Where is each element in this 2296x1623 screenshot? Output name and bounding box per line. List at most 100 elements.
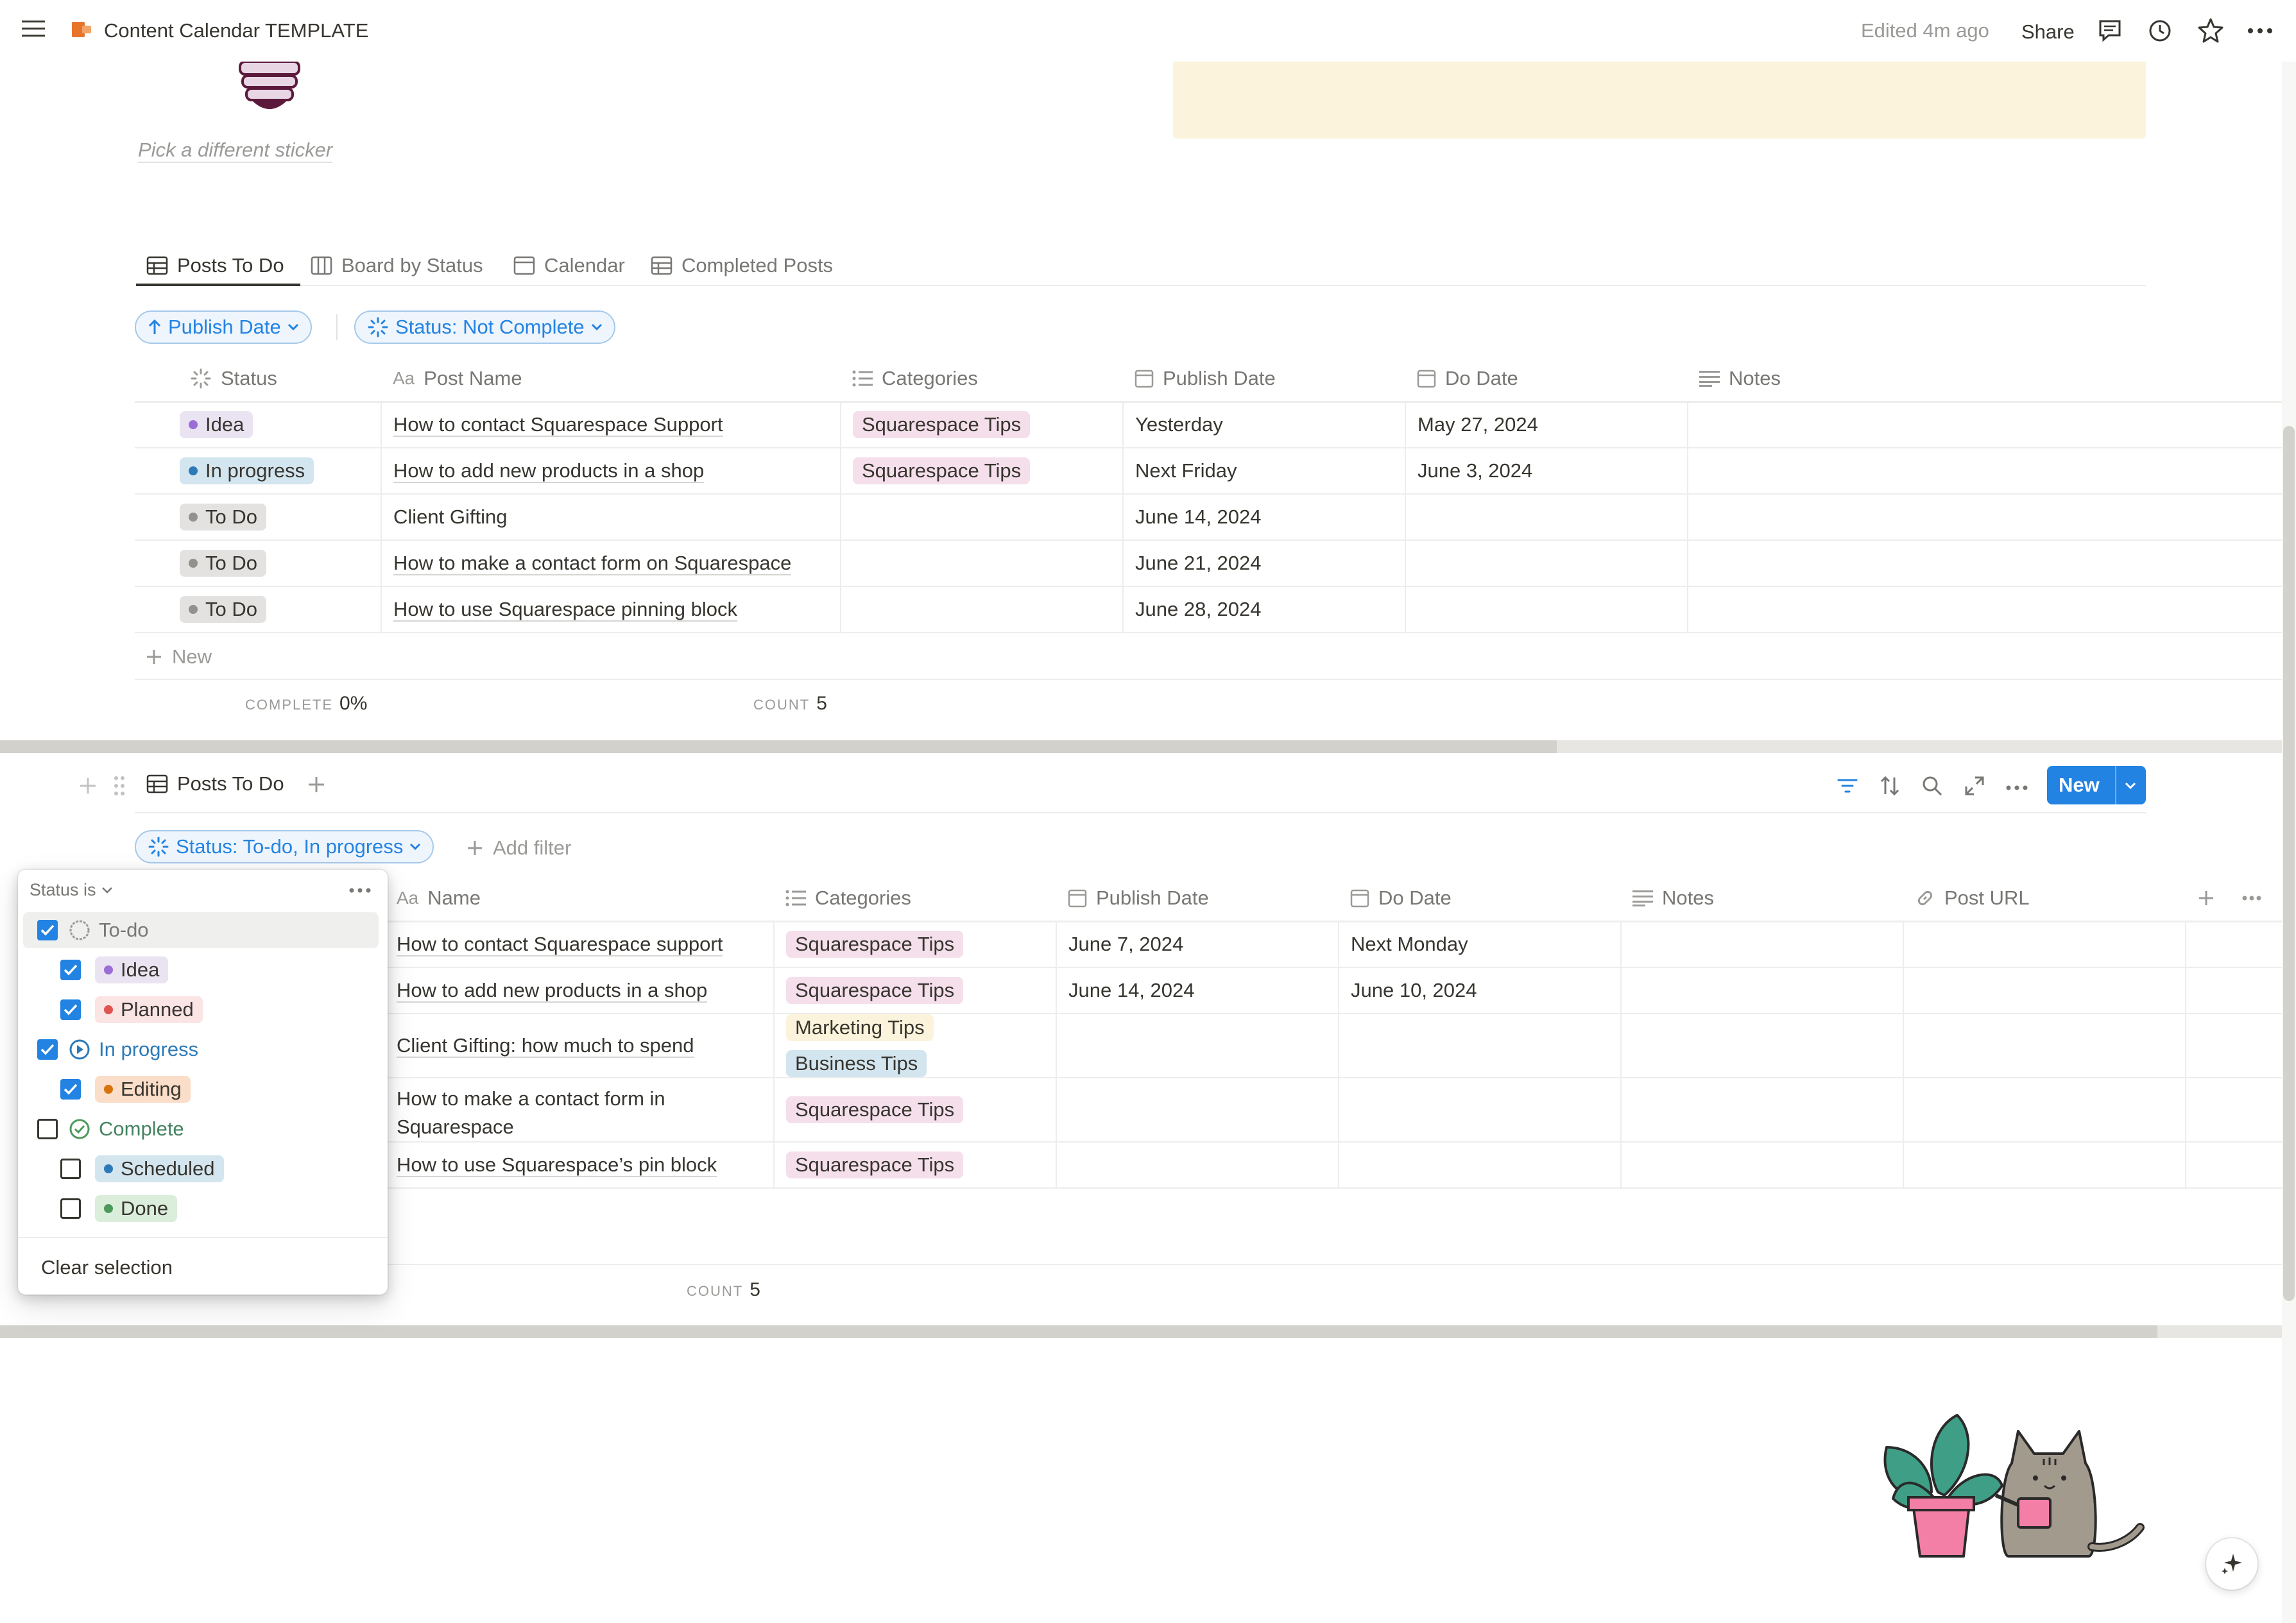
do-date-cell[interactable] (1405, 494, 1688, 541)
dropdown-option-complete[interactable]: Complete (18, 1111, 388, 1147)
column-header-categories[interactable]: Categories (841, 355, 1123, 402)
favorite-star-icon[interactable] (2197, 17, 2224, 47)
post-url-cell[interactable] (1903, 1014, 2186, 1078)
dropdown-option-idea[interactable]: Idea (18, 952, 388, 988)
dropdown-header[interactable]: Status is (30, 880, 113, 900)
chevron-down-icon[interactable] (2124, 781, 2137, 790)
checkbox-checked[interactable] (60, 1079, 81, 1100)
pick-sticker-link[interactable]: Pick a different sticker (138, 139, 333, 163)
status-tag[interactable]: Idea (180, 411, 253, 438)
horizontal-scroll-thumb-2[interactable] (0, 1325, 2157, 1338)
category-tag[interactable]: Squarespace Tips (786, 977, 964, 1004)
menu-icon[interactable] (22, 19, 45, 38)
table-row[interactable]: To Do How to make a contact form on Squa… (135, 540, 2282, 587)
horizontal-scroll-thumb[interactable] (0, 740, 1557, 753)
post-name[interactable]: Client Gifting (393, 506, 508, 528)
vertical-scroll-thumb[interactable] (2283, 426, 2295, 1301)
column-header-do-date[interactable]: Do Date (1405, 355, 1688, 402)
do-date-cell[interactable] (1339, 1014, 1622, 1078)
clear-selection-button[interactable]: Clear selection (41, 1256, 173, 1279)
tab-posts-to-do[interactable]: Posts To Do (146, 246, 284, 285)
dropdown-option-in-progress[interactable]: In progress (18, 1032, 388, 1067)
checkbox-checked[interactable] (60, 960, 81, 980)
column-header-post-url[interactable]: Post URL (1903, 875, 2186, 922)
publish-date-cell[interactable]: June 28, 2024 (1123, 586, 1406, 633)
dropdown-option-to-do[interactable]: To-do (18, 912, 388, 948)
notes-cell[interactable] (1621, 1014, 1904, 1078)
column-header-notes[interactable]: Notes (1688, 355, 2282, 402)
do-date-cell[interactable] (1405, 586, 1688, 633)
add-view-icon[interactable] (307, 775, 326, 797)
dropdown-more-icon[interactable] (349, 885, 371, 897)
count-summary-2[interactable]: COUNT 5 (687, 1279, 760, 1301)
notes-cell[interactable] (1688, 494, 2282, 541)
do-date-cell[interactable] (1405, 540, 1688, 587)
post-name[interactable]: How to use Squarespace’s pin block (397, 1153, 717, 1177)
post-name[interactable]: How to add new products in a shop (393, 459, 705, 483)
checkbox-unchecked[interactable] (60, 1198, 81, 1219)
post-name[interactable]: How to use Squarespace pinning block (393, 598, 737, 622)
table-row[interactable]: To Do How to use Squarespace pinning blo… (135, 586, 2282, 633)
new-row-button[interactable]: New (145, 645, 212, 668)
category-cell[interactable] (841, 540, 1124, 587)
lightbulb-sticker[interactable] (236, 60, 303, 115)
sort-icon[interactable] (1879, 775, 1901, 800)
post-url-cell[interactable] (1903, 1142, 2186, 1189)
search-icon[interactable] (1921, 775, 1943, 800)
publish-date-cell[interactable] (1056, 1014, 1339, 1078)
post-name[interactable]: Client Gifting: how much to spend (397, 1034, 694, 1058)
notes-cell[interactable] (1688, 448, 2282, 495)
table-row[interactable]: Client Gifting: how much to spend Market… (385, 1014, 2282, 1078)
checkbox-unchecked[interactable] (60, 1159, 81, 1179)
tab-board-by-status[interactable]: Board by Status (311, 246, 483, 285)
column-header-post-name[interactable]: Aa Post Name (381, 355, 841, 402)
table-row[interactable]: How to use Squarespace’s pin block Squar… (385, 1142, 2282, 1189)
table-row[interactable]: How to add new products in a shop Square… (385, 967, 2282, 1014)
category-tag[interactable]: Squarespace Tips (786, 1096, 964, 1123)
post-url-cell[interactable] (1903, 967, 2186, 1014)
page-title[interactable]: Content Calendar TEMPLATE (104, 19, 369, 42)
publish-date-cell[interactable]: June 14, 2024 (1056, 967, 1339, 1014)
notes-cell[interactable] (1621, 967, 1904, 1014)
status-tag[interactable]: In progress (180, 457, 314, 484)
tab-calendar[interactable]: Calendar (513, 246, 625, 285)
new-record-button[interactable]: New (2047, 766, 2146, 804)
sort-chip[interactable]: Publish Date (135, 310, 312, 344)
dropdown-option-scheduled[interactable]: Scheduled (18, 1151, 388, 1187)
filter-icon[interactable] (1837, 776, 1858, 799)
column-header-status[interactable]: Status (135, 355, 381, 402)
notes-cell[interactable] (1621, 921, 1904, 968)
post-name[interactable]: How to contact Squarespace support (397, 933, 723, 956)
notes-cell[interactable] (1621, 1078, 1904, 1143)
category-tag[interactable]: Marketing Tips (786, 1014, 934, 1041)
notes-cell[interactable] (1688, 402, 2282, 448)
category-tag[interactable]: Squarespace Tips (786, 931, 964, 958)
category-cell[interactable] (841, 586, 1124, 633)
notes-cell[interactable] (1621, 1142, 1904, 1189)
category-cell[interactable] (841, 494, 1124, 541)
status-tag[interactable]: To Do (180, 596, 266, 623)
publish-date-cell[interactable]: June 21, 2024 (1123, 540, 1406, 587)
table-row[interactable]: How to contact Squarespace support Squar… (385, 921, 2282, 968)
add-filter-button[interactable]: Add filter (466, 837, 571, 860)
column-header-publish-date[interactable]: Publish Date (1056, 875, 1339, 922)
publish-date-cell[interactable] (1056, 1078, 1339, 1143)
add-property-icon[interactable] (2197, 889, 2215, 907)
do-date-cell[interactable]: Next Monday (1339, 921, 1622, 968)
do-date-cell[interactable]: May 27, 2024 (1405, 402, 1688, 448)
add-block-icon[interactable] (78, 776, 98, 799)
category-tag[interactable]: Business Tips (786, 1050, 927, 1076)
status-tag[interactable]: To Do (180, 504, 266, 531)
post-name[interactable]: How to add new products in a shop (397, 979, 708, 1003)
post-url-cell[interactable] (1903, 921, 2186, 968)
column-header-do-date[interactable]: Do Date (1339, 875, 1621, 922)
tab-completed-posts[interactable]: Completed Posts (651, 246, 833, 285)
comments-icon[interactable] (2097, 18, 2123, 47)
dropdown-option-done[interactable]: Done (18, 1191, 388, 1227)
column-header-categories[interactable]: Categories (774, 875, 1056, 922)
do-date-cell[interactable] (1339, 1078, 1622, 1143)
publish-date-cell[interactable]: June 7, 2024 (1056, 921, 1339, 968)
post-name[interactable]: How to make a contact form on Squarespac… (393, 552, 792, 575)
do-date-cell[interactable]: June 3, 2024 (1405, 448, 1688, 495)
dropdown-option-editing[interactable]: Editing (18, 1071, 388, 1107)
